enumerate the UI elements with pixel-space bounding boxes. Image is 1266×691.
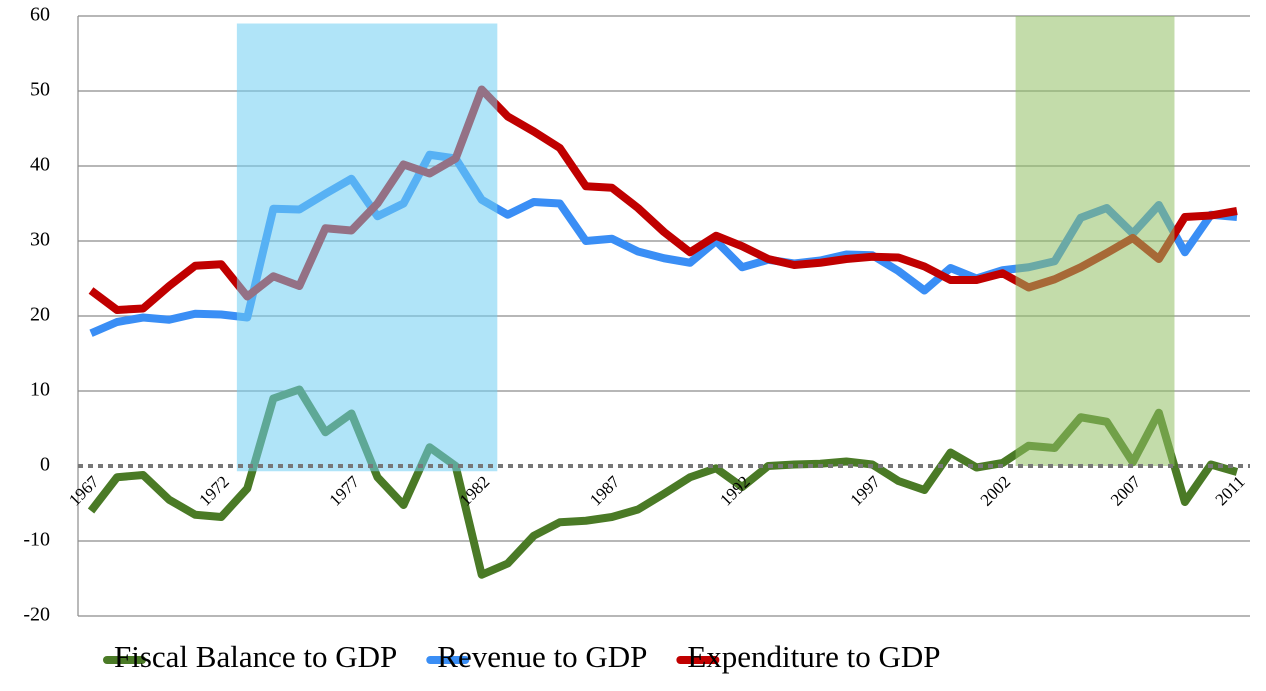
shaded-region [1015,16,1175,466]
x-tick-label: 2007 [1107,472,1145,510]
x-tick-label: 1987 [586,472,624,510]
x-tick-label: 1977 [326,472,364,510]
x-tick-label: 2002 [977,472,1014,509]
y-tick-label: -10 [23,529,50,551]
x-tick-label: 1997 [846,472,884,510]
legend-label: Expenditure to GDP [687,639,940,674]
y-tick-label: 50 [30,79,50,101]
y-tick-label: 20 [30,304,50,326]
y-tick-label: -20 [23,604,50,626]
legend-label: Revenue to GDP [437,639,647,674]
y-tick-label: 40 [30,154,50,176]
shaded-region [236,23,498,472]
y-tick-label: 30 [30,229,50,251]
legend-label: Fiscal Balance to GDP [114,639,397,674]
x-tick-label: 2011 [1212,472,1249,509]
x-tick-label: 1972 [195,472,232,509]
y-tick-label: 60 [30,4,50,26]
y-tick-label: 10 [30,379,50,401]
y-tick-label: 0 [40,454,50,476]
